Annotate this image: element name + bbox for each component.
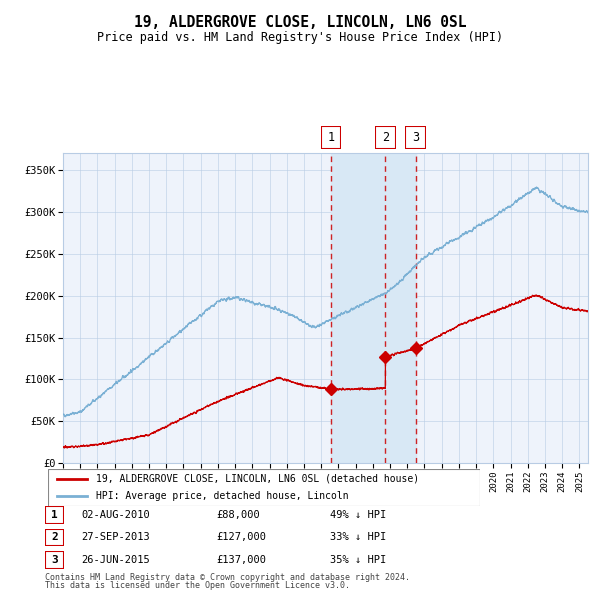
Text: This data is licensed under the Open Government Licence v3.0.: This data is licensed under the Open Gov… bbox=[45, 581, 350, 590]
Text: 1: 1 bbox=[51, 510, 58, 520]
Text: 3: 3 bbox=[51, 555, 58, 565]
Text: £127,000: £127,000 bbox=[216, 533, 266, 542]
Bar bbox=[331, 153, 416, 463]
Text: 19, ALDERGROVE CLOSE, LINCOLN, LN6 0SL (detached house): 19, ALDERGROVE CLOSE, LINCOLN, LN6 0SL (… bbox=[95, 474, 419, 484]
Text: 3: 3 bbox=[412, 131, 419, 144]
Text: £137,000: £137,000 bbox=[216, 555, 266, 565]
Text: 02-AUG-2010: 02-AUG-2010 bbox=[81, 510, 150, 520]
Text: Price paid vs. HM Land Registry's House Price Index (HPI): Price paid vs. HM Land Registry's House … bbox=[97, 31, 503, 44]
Text: 35% ↓ HPI: 35% ↓ HPI bbox=[330, 555, 386, 565]
Text: 2: 2 bbox=[51, 533, 58, 542]
Text: 2: 2 bbox=[382, 131, 389, 144]
Text: 49% ↓ HPI: 49% ↓ HPI bbox=[330, 510, 386, 520]
Text: HPI: Average price, detached house, Lincoln: HPI: Average price, detached house, Linc… bbox=[95, 491, 348, 501]
Text: £88,000: £88,000 bbox=[216, 510, 260, 520]
Text: 27-SEP-2013: 27-SEP-2013 bbox=[81, 533, 150, 542]
Text: 1: 1 bbox=[328, 131, 335, 144]
Text: 26-JUN-2015: 26-JUN-2015 bbox=[81, 555, 150, 565]
Text: Contains HM Land Registry data © Crown copyright and database right 2024.: Contains HM Land Registry data © Crown c… bbox=[45, 572, 410, 582]
Text: 33% ↓ HPI: 33% ↓ HPI bbox=[330, 533, 386, 542]
Text: 19, ALDERGROVE CLOSE, LINCOLN, LN6 0SL: 19, ALDERGROVE CLOSE, LINCOLN, LN6 0SL bbox=[134, 15, 466, 30]
